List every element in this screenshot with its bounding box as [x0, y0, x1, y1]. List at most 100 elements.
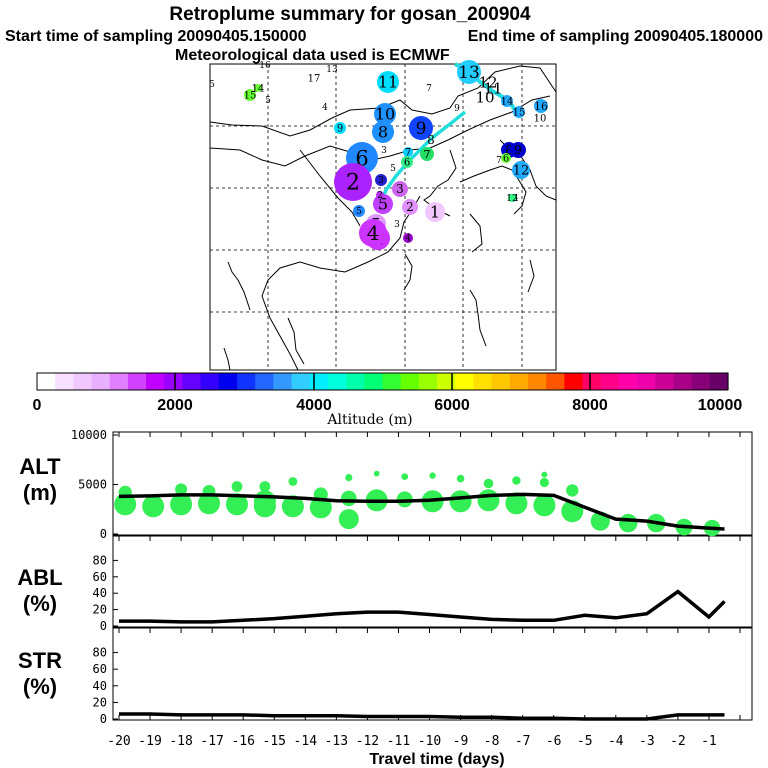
map-marker	[501, 95, 513, 107]
colorbar-swatches	[37, 373, 729, 390]
map-marker-label: 14	[252, 84, 265, 95]
map-marker-label: 3	[396, 182, 404, 196]
map-marker-label: 13	[458, 63, 480, 83]
x-tick-label: -14	[294, 734, 318, 749]
abl-panel-title: ABL	[17, 565, 62, 590]
colorbar-swatch	[255, 373, 274, 390]
alt-marker	[341, 490, 357, 507]
colorbar-swatch	[346, 373, 365, 390]
figure-title: Retroplume summary for gosan_200904	[169, 4, 531, 25]
y-tick-label: 20	[93, 603, 107, 617]
map-marker	[510, 142, 526, 158]
alt-marker	[619, 513, 638, 533]
str-panel-unit: (%)	[23, 674, 57, 699]
x-tick-label: -18	[169, 734, 192, 749]
map-marker-label: 4	[405, 234, 411, 244]
colorbar-swatch	[364, 373, 384, 390]
alt-marker	[539, 477, 550, 488]
map-marker-label: 12	[506, 194, 517, 204]
x-tick-label: -20	[107, 734, 130, 749]
colorbar-swatch	[327, 373, 347, 390]
colorbar-swatch	[182, 373, 202, 390]
map-marker-label: 9	[514, 143, 522, 157]
str-panel-title: STR	[18, 648, 62, 673]
x-tick-label: -2	[670, 734, 686, 749]
x-tick-label: -13	[325, 734, 348, 749]
colorbar-swatch	[127, 373, 147, 390]
alt-marker	[338, 509, 359, 530]
map-marker-label: 7	[424, 148, 431, 161]
map-marker	[334, 163, 372, 201]
alt-marker	[456, 474, 465, 483]
map-marker-label: 15	[244, 91, 257, 102]
map-marker	[401, 156, 413, 168]
map-marker-label: 14	[501, 97, 514, 108]
map-marker-label: 6	[404, 158, 410, 169]
x-tick-label: -9	[453, 734, 469, 749]
y-tick-label: 40	[93, 586, 107, 600]
map-marker-label: 7	[426, 84, 432, 94]
map-marker-label: 10	[534, 114, 547, 125]
map-marker-label: 1	[430, 203, 440, 222]
map-marker	[513, 106, 525, 118]
colorbar-swatch	[637, 373, 656, 390]
map-marker-label: 12	[513, 164, 530, 179]
colorbar-swatch	[218, 373, 238, 390]
alt-marker	[533, 494, 556, 517]
colorbar-swatch	[309, 373, 329, 390]
alt-marker	[512, 476, 521, 485]
alt-marker	[541, 471, 548, 478]
map-marker	[402, 199, 418, 215]
map-marker	[377, 71, 399, 93]
alt-marker	[483, 478, 494, 489]
alt-marker	[114, 493, 137, 516]
map-marker	[457, 60, 481, 84]
x-tick-label: -11	[387, 734, 410, 749]
x-tick-label: -8	[484, 734, 500, 749]
map-marker-label: 12	[478, 73, 497, 91]
colorbar-swatch	[73, 373, 93, 390]
colorbar-swatch	[564, 373, 584, 390]
alt-marker	[505, 492, 528, 515]
colorbar-label: Altitude (m)	[326, 412, 412, 428]
y-tick-label: 0	[100, 527, 107, 541]
colorbar-swatch	[655, 373, 675, 390]
map-marker	[244, 89, 256, 101]
colorbar-swatch	[55, 373, 74, 390]
y-tick-label: 80	[93, 646, 107, 660]
map-marker-label: 5	[390, 164, 396, 174]
x-tick-label: -12	[356, 734, 379, 749]
y-tick-label: 5000	[78, 478, 107, 492]
alt-marker	[253, 490, 276, 513]
colorbar-swatch	[709, 373, 729, 390]
y-tick-label: 10000	[71, 428, 107, 442]
colorbar-swatch	[437, 373, 456, 390]
map-marker	[372, 121, 394, 143]
colorbar-swatch	[37, 373, 56, 390]
map-marker-label: 10	[375, 105, 395, 124]
colorbar-swatch	[546, 373, 565, 390]
map-marker-label: 4	[367, 221, 380, 245]
alt-marker	[175, 483, 188, 496]
map-marker-label: 16	[259, 61, 271, 71]
alt-chart: 10000 5000 0	[71, 428, 741, 541]
met-data-label: Meteorological data used is ECMWF	[175, 47, 450, 64]
map-marker	[403, 233, 413, 243]
x-tick-label: -16	[231, 734, 254, 749]
x-tick-label: -15	[263, 734, 286, 749]
colorbar-swatch	[509, 373, 529, 390]
map-marker	[508, 194, 516, 202]
colorbar-swatch	[473, 373, 493, 390]
map-marker	[392, 181, 408, 197]
map-marker	[376, 191, 384, 199]
colorbar-ticks	[174, 373, 591, 390]
alt-marker	[288, 477, 298, 486]
x-tick-label: -5	[577, 734, 593, 749]
map-marker	[373, 194, 393, 214]
start-time-label: Start time of sampling 20090405.150000	[5, 28, 307, 45]
x-tick-label: -10	[418, 734, 441, 749]
y-tick-label: 20	[93, 695, 107, 709]
alt-marker	[345, 474, 353, 482]
x-tick-label: -4	[608, 734, 624, 749]
